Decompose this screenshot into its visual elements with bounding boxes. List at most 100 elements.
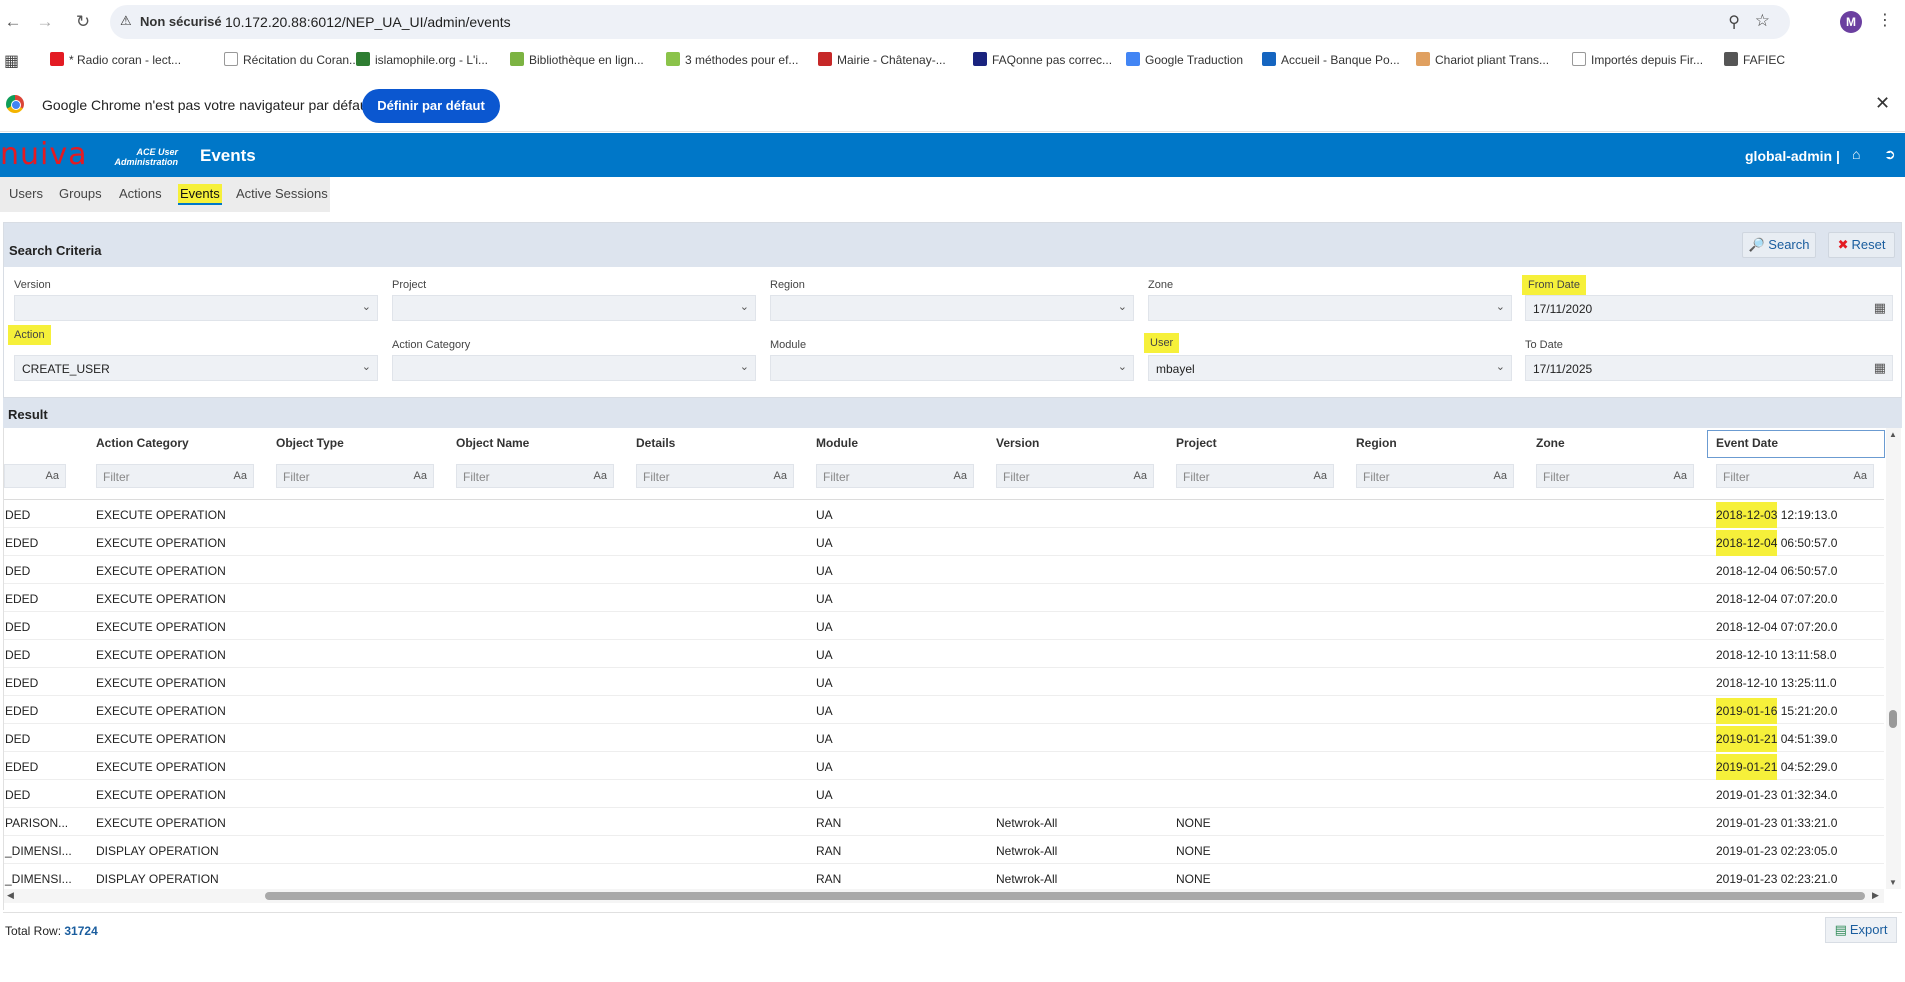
case-sensitive-toggle[interactable]: Aa bbox=[773, 470, 787, 482]
tab-active-sessions[interactable]: Active Sessions bbox=[236, 186, 328, 201]
action-select[interactable]: CREATE_USER ⌄ bbox=[14, 355, 378, 381]
column-filter-input[interactable]: Filter Aa bbox=[816, 464, 974, 488]
scroll-right-icon[interactable]: ▶ bbox=[1872, 890, 1879, 900]
table-row[interactable]: DED EXECUTE OPERATION UA 2018-12-04 06:50:5… bbox=[4, 556, 1884, 584]
case-sensitive-toggle[interactable]: Aa bbox=[1673, 470, 1687, 482]
logout-icon[interactable]: ➲ bbox=[1884, 146, 1896, 162]
table-row[interactable]: DED EXECUTE OPERATION UA 2018-12-10 13:11:5… bbox=[4, 640, 1884, 668]
tab-events[interactable]: Events bbox=[178, 184, 222, 205]
forward-icon[interactable]: → bbox=[36, 12, 54, 31]
column-filter-input[interactable]: Filter Aa bbox=[996, 464, 1154, 488]
table-row[interactable]: DED EXECUTE OPERATION UA 2019-01-21 04:51:3… bbox=[4, 724, 1884, 752]
home-icon[interactable]: ⌂ bbox=[1852, 146, 1861, 162]
column-header-project[interactable]: Project bbox=[1176, 436, 1217, 450]
horizontal-scroll-thumb[interactable] bbox=[265, 892, 1865, 900]
bookmark-item[interactable]: Récitation du Coran... bbox=[224, 52, 359, 67]
column-header-module[interactable]: Module bbox=[816, 436, 858, 450]
bookmark-item[interactable]: * Radio coran - lect... bbox=[50, 52, 181, 67]
column-filter-input[interactable]: Aa bbox=[4, 464, 66, 488]
bookmark-item[interactable]: Accueil - Banque Po... bbox=[1262, 52, 1400, 67]
tab-actions[interactable]: Actions bbox=[119, 186, 162, 201]
column-header-action-category[interactable]: Action Category bbox=[96, 436, 189, 450]
bookmark-item[interactable]: FAFIEC bbox=[1724, 52, 1785, 67]
table-row[interactable]: PARISON... EXECUTE OPERATION RAN Netwrok-Al… bbox=[4, 808, 1884, 836]
bookmark-item[interactable]: 3 méthodes pour ef... bbox=[666, 52, 798, 67]
scroll-up-icon[interactable]: ▲ bbox=[1889, 430, 1897, 439]
table-row[interactable]: DED EXECUTE OPERATION UA 2019-01-23 01:32:3… bbox=[4, 780, 1884, 808]
menu-icon[interactable]: ⋮ bbox=[1877, 12, 1893, 29]
table-row[interactable]: DED EXECUTE OPERATION UA 2018-12-04 07:07:2… bbox=[4, 612, 1884, 640]
bookmark-item[interactable]: islamophile.org - L'i... bbox=[356, 52, 488, 67]
back-icon[interactable]: ← bbox=[4, 12, 22, 31]
bookmark-star-icon[interactable]: ☆ bbox=[1754, 11, 1770, 30]
from-date-input[interactable]: 17/11/2020 ▦ bbox=[1525, 295, 1893, 321]
project-select[interactable]: ⌄ bbox=[392, 295, 756, 321]
column-filter-input[interactable]: Filter Aa bbox=[456, 464, 614, 488]
column-filter-input[interactable]: Filter Aa bbox=[1536, 464, 1694, 488]
bookmark-item[interactable]: Importés depuis Fir... bbox=[1572, 52, 1703, 67]
set-default-button[interactable]: Définir par défaut bbox=[362, 89, 500, 123]
case-sensitive-toggle[interactable]: Aa bbox=[413, 470, 427, 482]
region-select[interactable]: ⌄ bbox=[770, 295, 1134, 321]
table-row[interactable]: EDED EXECUTE OPERATION UA 2018-12-04 07:07:… bbox=[4, 584, 1884, 612]
scroll-left-icon[interactable]: ◀ bbox=[7, 890, 14, 900]
reload-icon[interactable]: ↻ bbox=[75, 12, 91, 31]
table-row[interactable]: EDED EXECUTE OPERATION UA 2018-12-04 06:50:… bbox=[4, 528, 1884, 556]
tab-groups[interactable]: Groups bbox=[59, 186, 102, 201]
column-filter-input[interactable]: Filter Aa bbox=[1716, 464, 1874, 488]
bookmark-item[interactable]: Bibliothèque en lign... bbox=[510, 52, 644, 67]
module-select[interactable]: ⌄ bbox=[770, 355, 1134, 381]
case-sensitive-toggle[interactable]: Aa bbox=[233, 470, 247, 482]
column-header-event-date[interactable]: Event Date bbox=[1716, 436, 1779, 450]
column-filter-input[interactable]: Filter Aa bbox=[276, 464, 434, 488]
bookmark-item[interactable]: Google Traduction bbox=[1126, 52, 1243, 67]
calendar-icon[interactable]: ▦ bbox=[1873, 360, 1886, 375]
scroll-down-icon[interactable]: ▼ bbox=[1889, 878, 1897, 887]
search-button[interactable]: 🔎 Search bbox=[1742, 232, 1816, 258]
column-filter-input[interactable]: Filter Aa bbox=[1356, 464, 1514, 488]
zoom-icon[interactable]: ⚲ bbox=[1728, 14, 1740, 31]
version-select[interactable]: ⌄ bbox=[14, 295, 378, 321]
user-select[interactable]: mbayel ⌄ bbox=[1148, 355, 1512, 381]
column-header-details[interactable]: Details bbox=[636, 436, 676, 450]
bookmark-item[interactable]: Chariot pliant Trans... bbox=[1416, 52, 1549, 67]
table-row[interactable]: DED EXECUTE OPERATION UA 2018-12-03 12:19:1… bbox=[4, 500, 1884, 528]
column-header-zone[interactable]: Zone bbox=[1536, 436, 1565, 450]
column-header-region[interactable]: Region bbox=[1356, 436, 1397, 450]
column-header-version[interactable]: Version bbox=[996, 436, 1040, 450]
current-user[interactable]: global-admin | bbox=[1745, 148, 1840, 164]
apps-grid-icon[interactable]: ▦ bbox=[4, 53, 20, 70]
case-sensitive-toggle[interactable]: Aa bbox=[953, 470, 967, 482]
close-icon[interactable]: ✕ bbox=[1875, 93, 1891, 113]
table-row[interactable]: EDED EXECUTE OPERATION UA 2018-12-10 13:25:… bbox=[4, 668, 1884, 696]
case-sensitive-toggle[interactable]: Aa bbox=[593, 470, 607, 482]
column-filter-input[interactable]: Filter Aa bbox=[636, 464, 794, 488]
column-filter-input[interactable]: Filter Aa bbox=[1176, 464, 1334, 488]
case-sensitive-toggle[interactable]: Aa bbox=[1313, 470, 1327, 482]
table-row[interactable]: EDED EXECUTE OPERATION UA 2019-01-16 15:21:… bbox=[4, 696, 1884, 724]
reset-button[interactable]: ✖ Reset bbox=[1828, 232, 1895, 258]
table-row[interactable]: EDED EXECUTE OPERATION UA 2019-01-21 04:52:… bbox=[4, 752, 1884, 780]
column-header-object-name[interactable]: Object Name bbox=[456, 436, 530, 450]
case-sensitive-toggle[interactable]: Aa bbox=[45, 470, 59, 482]
column-filter-input[interactable]: Filter Aa bbox=[96, 464, 254, 488]
case-sensitive-toggle[interactable]: Aa bbox=[1493, 470, 1507, 482]
address-bar[interactable]: ⚠ Non sécurisé 10.172.20.88:6012/NEP_UA_… bbox=[110, 5, 1790, 39]
tab-users[interactable]: Users bbox=[9, 186, 43, 201]
horizontal-scrollbar[interactable]: ◀ ▶ bbox=[4, 889, 1884, 903]
zone-select[interactable]: ⌄ bbox=[1148, 295, 1512, 321]
case-sensitive-toggle[interactable]: Aa bbox=[1133, 470, 1147, 482]
vertical-scrollbar[interactable]: ▲ ▼ bbox=[1886, 428, 1901, 889]
export-button[interactable]: ▤ Export bbox=[1825, 917, 1897, 943]
profile-avatar[interactable]: M bbox=[1840, 11, 1862, 33]
url-text[interactable]: 10.172.20.88:6012/NEP_UA_UI/admin/events bbox=[225, 14, 511, 30]
bookmark-item[interactable]: Mairie - Châtenay-... bbox=[818, 52, 946, 67]
action-category-select[interactable]: ⌄ bbox=[392, 355, 756, 381]
calendar-icon[interactable]: ▦ bbox=[1873, 300, 1886, 315]
bookmark-item[interactable]: FAQonne pas correc... bbox=[973, 52, 1112, 67]
vertical-scroll-thumb[interactable] bbox=[1889, 710, 1897, 728]
table-row[interactable]: _DIMENSI... DISPLAY OPERATION RAN Netwrok-A… bbox=[4, 864, 1884, 889]
to-date-input[interactable]: 17/11/2025 ▦ bbox=[1525, 355, 1893, 381]
column-header-object-type[interactable]: Object Type bbox=[276, 436, 344, 450]
case-sensitive-toggle[interactable]: Aa bbox=[1853, 470, 1867, 482]
